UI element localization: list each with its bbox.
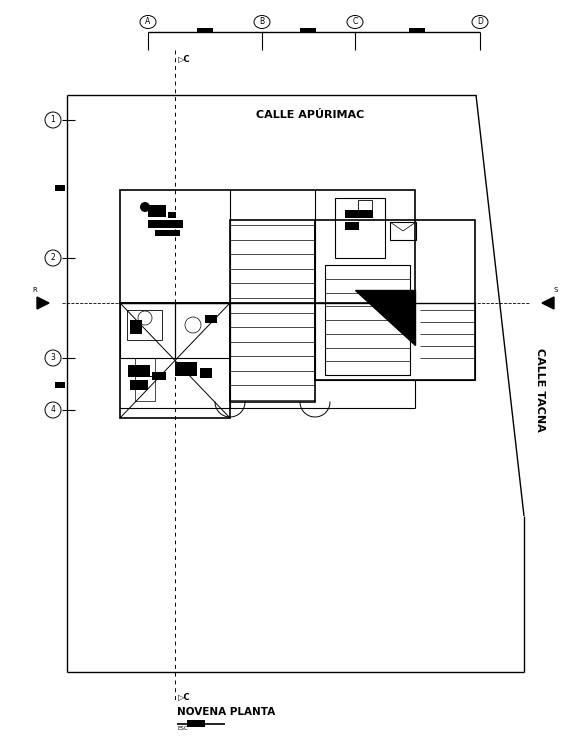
Bar: [175, 303, 230, 358]
Bar: [200, 368, 212, 378]
Text: A: A: [146, 18, 151, 27]
Bar: [128, 365, 150, 377]
Bar: [358, 200, 372, 212]
Bar: [335, 198, 385, 258]
Bar: [135, 376, 155, 401]
Text: 2: 2: [51, 253, 55, 262]
Circle shape: [140, 202, 150, 212]
Bar: [130, 320, 142, 334]
Bar: [390, 222, 416, 240]
Text: ▷C: ▷C: [178, 54, 191, 63]
Bar: [55, 185, 65, 191]
Text: B: B: [259, 18, 265, 27]
Bar: [205, 315, 217, 323]
Polygon shape: [542, 297, 554, 309]
Bar: [345, 210, 373, 218]
Text: CALLE TACNA: CALLE TACNA: [535, 348, 545, 432]
Bar: [197, 28, 213, 33]
Bar: [300, 28, 316, 33]
Bar: [345, 222, 359, 230]
Bar: [120, 190, 415, 303]
Text: C: C: [352, 18, 358, 27]
Bar: [187, 720, 205, 727]
Text: 3: 3: [51, 354, 55, 363]
Bar: [168, 212, 176, 218]
Text: R: R: [33, 287, 37, 293]
Bar: [120, 303, 175, 358]
Bar: [155, 230, 180, 236]
Text: CALLE APÚRIMAC: CALLE APÚRIMAC: [256, 110, 364, 120]
Bar: [148, 220, 183, 228]
Text: 1: 1: [51, 115, 55, 125]
Text: 4: 4: [51, 406, 55, 415]
Bar: [135, 358, 155, 376]
Polygon shape: [355, 290, 415, 345]
Bar: [315, 220, 475, 380]
Bar: [409, 28, 425, 33]
Text: S: S: [554, 287, 558, 293]
Polygon shape: [37, 297, 49, 309]
Bar: [152, 372, 166, 380]
Bar: [130, 380, 148, 390]
Bar: [175, 362, 197, 376]
Bar: [325, 265, 410, 375]
Text: D: D: [477, 18, 483, 27]
Text: NOVENA PLANTA: NOVENA PLANTA: [177, 707, 275, 717]
Bar: [127, 310, 162, 340]
Bar: [120, 303, 230, 418]
Bar: [55, 382, 65, 388]
Text: ▷C: ▷C: [178, 692, 191, 701]
Bar: [148, 205, 166, 217]
Text: ESC: ESC: [177, 726, 188, 731]
Bar: [230, 220, 315, 402]
